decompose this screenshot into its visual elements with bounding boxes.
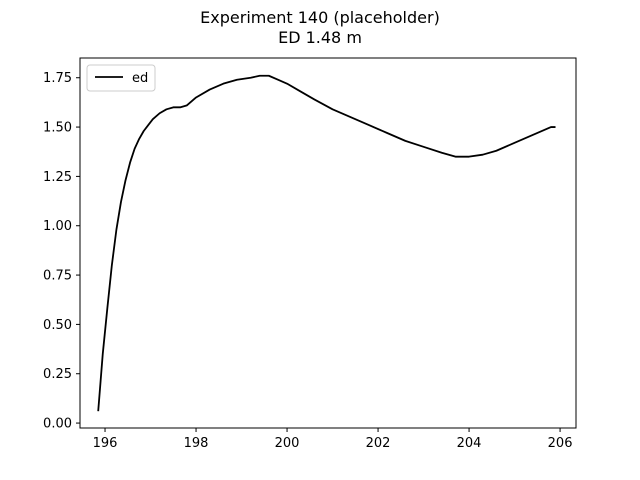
plot-area (80, 58, 576, 428)
y-tick-label-1.50: 1.50 (43, 121, 72, 136)
y-tick-label-0.25: 0.25 (43, 367, 72, 382)
x-tick-label-204: 204 (457, 436, 482, 451)
y-tick-label-1.00: 1.00 (43, 219, 72, 234)
x-tick-label-196: 196 (93, 436, 118, 451)
y-tick-label-0.50: 0.50 (43, 318, 72, 333)
axes-frame (79, 57, 577, 429)
chart-title: Experiment 140 (placeholder) (200, 8, 440, 27)
x-tick-label-206: 206 (548, 436, 573, 451)
legend-label-ed: ed (132, 71, 148, 86)
y-tick-label-1.25: 1.25 (43, 170, 72, 185)
y-tick-label-1.75: 1.75 (43, 71, 72, 86)
y-tick-label-0.75: 0.75 (43, 269, 72, 284)
x-tick-label-200: 200 (275, 436, 300, 451)
y-tick-label-0.00: 0.00 (43, 417, 72, 432)
legend: ed (86, 64, 156, 92)
series-layer (97, 74, 556, 412)
legend-box (86, 64, 156, 92)
chart-subtitle: ED 1.48 m (278, 28, 362, 47)
x-tick-label-202: 202 (366, 436, 391, 451)
axes-layer: 196 198 200 202 204 206 0.00 0.25 0.50 0.75 1.00 1.… (43, 57, 577, 451)
series-line-ed (97, 74, 556, 412)
plot-background (80, 58, 576, 428)
x-tick-label-198: 198 (184, 436, 209, 451)
